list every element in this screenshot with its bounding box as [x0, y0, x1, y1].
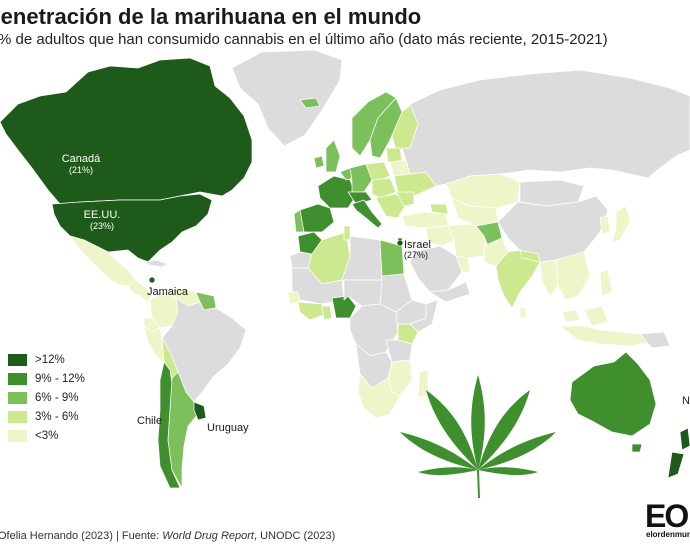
southern-africa	[357, 373, 401, 419]
japan	[611, 205, 631, 243]
madagascar	[417, 369, 429, 399]
label-israel-value: (27%)	[404, 250, 428, 260]
central-europe	[371, 177, 397, 199]
jamaica-dot	[148, 276, 156, 284]
cannabis-leaf-icon	[400, 375, 556, 499]
legend: >12% 9% - 12% 6% - 9% 3% - 6% <3%	[8, 350, 85, 445]
kenya	[397, 323, 419, 345]
romania	[395, 191, 415, 207]
legend-label: 3% - 6%	[35, 410, 79, 423]
label-chile: Chile	[137, 415, 162, 427]
sri-lanka	[519, 307, 527, 319]
central-america	[127, 279, 153, 303]
legend-swatch	[8, 429, 27, 442]
tunisia	[343, 225, 351, 241]
legend-swatch	[8, 410, 27, 423]
iceland	[299, 97, 321, 109]
canada	[0, 57, 253, 205]
logo-mark: EO	[645, 498, 689, 534]
malaysia	[561, 309, 581, 323]
cuba	[143, 259, 169, 268]
russia	[401, 69, 690, 187]
footer-author: Ofelia Hernando (2023) | Fuente:	[0, 530, 163, 542]
papua	[639, 331, 671, 349]
legend-swatch	[8, 391, 27, 404]
label-canada: Canadá	[62, 153, 101, 165]
yemen-oman	[429, 281, 471, 303]
legend-item: >12%	[8, 350, 85, 369]
guinea-coast	[297, 301, 327, 321]
map-subtitle: % de adultos que han consumido cannabis …	[0, 31, 608, 48]
tanzania	[385, 339, 413, 363]
footer-source-title: World Drug Report	[162, 530, 254, 542]
tasmania	[631, 443, 643, 453]
baltics	[385, 147, 403, 163]
ghana	[321, 305, 333, 321]
portugal	[293, 209, 305, 233]
italy	[351, 199, 383, 229]
map-title: Penetración de la marihuana en el mundo	[0, 4, 422, 29]
footer-source-rest: , UNODC (2023)	[254, 530, 336, 542]
new-zealand-south	[667, 451, 685, 479]
label-nz: Nueva Zelanda	[682, 395, 690, 407]
legend-label: 9% - 12%	[35, 372, 85, 385]
thailand-indochina	[555, 251, 591, 301]
legend-item: 9% - 12%	[8, 369, 85, 388]
balkans	[375, 193, 407, 219]
label-israel: Israel	[404, 239, 431, 251]
turkey	[401, 211, 449, 229]
myanmar	[539, 259, 559, 297]
usa	[51, 193, 213, 263]
legend-item: 3% - 6%	[8, 407, 85, 426]
caucasus	[429, 203, 449, 215]
logo: EO elordenmundial	[645, 500, 690, 540]
greenland	[231, 49, 343, 147]
legend-label: 6% - 9%	[35, 391, 79, 404]
australia	[569, 351, 657, 437]
label-jamaica: Jamaica	[147, 286, 189, 298]
uk	[325, 139, 341, 173]
legend-label: >12%	[35, 353, 65, 366]
syria-iraq	[425, 225, 455, 247]
legend-label: <3%	[35, 429, 59, 442]
logo-text: elordenmundial	[646, 530, 690, 539]
borneo	[583, 305, 609, 327]
label-usa-value: (23%)	[90, 221, 114, 231]
israel-dot	[396, 239, 404, 247]
argentina	[167, 371, 199, 489]
label-uruguay: Uruguay	[207, 422, 249, 434]
legend-swatch	[8, 353, 27, 366]
iran	[447, 223, 487, 259]
new-zealand-north	[679, 427, 690, 451]
footer-credits: Ofelia Hernando (2023) | Fuente: World D…	[0, 530, 335, 542]
indonesia	[559, 325, 653, 347]
legend-item: <3%	[8, 426, 85, 445]
uruguay	[193, 401, 207, 421]
legend-item: 6% - 9%	[8, 388, 85, 407]
label-canada-value: (21%)	[69, 165, 93, 175]
philippines	[599, 269, 613, 297]
ireland	[313, 155, 325, 169]
label-usa: EE.UU.	[84, 209, 121, 221]
alps	[347, 191, 373, 205]
korea	[599, 215, 611, 235]
france	[317, 175, 357, 209]
legend-swatch	[8, 372, 27, 385]
india	[495, 249, 541, 309]
